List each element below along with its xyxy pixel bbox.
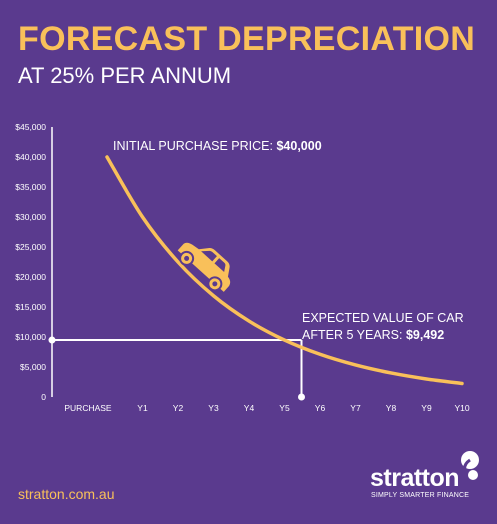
annotation-expected-line2: AFTER 5 YEARS: $9,492: [302, 328, 444, 342]
y-tick-label: $25,000: [15, 242, 46, 252]
data-point: [105, 155, 109, 159]
y-tick-label: $15,000: [15, 302, 46, 312]
data-point: [389, 371, 393, 375]
data-point: [176, 260, 180, 264]
logo-mark-icon: [461, 451, 479, 482]
y-tick-label: $30,000: [15, 212, 46, 222]
x-tick-label: Y4: [244, 403, 255, 413]
data-point: [460, 382, 464, 385]
data-point: [247, 319, 251, 323]
y-tick-label: $5,000: [20, 362, 46, 372]
y-tick-label: $45,000: [15, 122, 46, 132]
x-tick-label: Y3: [208, 403, 219, 413]
x-tick-label: Y6: [315, 403, 326, 413]
annotation-expected-line1: EXPECTED VALUE OF CAR: [302, 311, 464, 325]
data-point: [354, 363, 357, 367]
data-point: [283, 338, 286, 342]
x-tick-label: Y10: [454, 403, 469, 413]
page-subtitle: AT 25% PER ANNUM: [18, 63, 232, 88]
annotation-initial-value: $40,000: [276, 139, 321, 153]
data-point: [141, 215, 144, 219]
series-line: [105, 155, 464, 386]
x-tick-label: Y5: [279, 403, 290, 413]
logo-tagline: SIMPLY SMARTER FINANCE: [371, 492, 470, 499]
x-tick-label: Y7: [350, 403, 361, 413]
annotation-initial-label: INITIAL PURCHASE PRICE:: [113, 139, 276, 153]
y-tick-label: $20,000: [15, 272, 46, 282]
x-tick-label: Y8: [386, 403, 397, 413]
annotation-initial: INITIAL PURCHASE PRICE: $40,000: [113, 139, 322, 153]
footer-url[interactable]: stratton.com.au: [18, 486, 115, 502]
car-icon: [177, 242, 231, 292]
reference-dot-x: [298, 393, 305, 401]
data-point: [212, 294, 215, 297]
y-tick-label: $35,000: [15, 182, 46, 192]
page-title: FORECAST DEPRECIATION: [18, 20, 476, 58]
data-point: [425, 377, 428, 381]
x-tick-label: PURCHASE: [64, 403, 112, 413]
data-point: [318, 353, 322, 356]
x-tick-label: Y1: [137, 403, 148, 413]
logo-brand-name: stratton: [370, 464, 460, 492]
reference-dot-y: [48, 336, 56, 344]
stratton-logo: stratton SIMPLY SMARTER FINANCE: [370, 450, 485, 499]
y-tick-label: 0: [41, 392, 46, 402]
annotation-expected-label: AFTER 5 YEARS:: [302, 328, 406, 342]
y-tick-label: $10,000: [15, 332, 46, 342]
annotation-expected-value: $9,492: [406, 328, 444, 342]
y-tick-label: $40,000: [15, 152, 46, 162]
x-tick-label: Y9: [421, 403, 432, 413]
x-tick-label: Y2: [173, 403, 184, 413]
